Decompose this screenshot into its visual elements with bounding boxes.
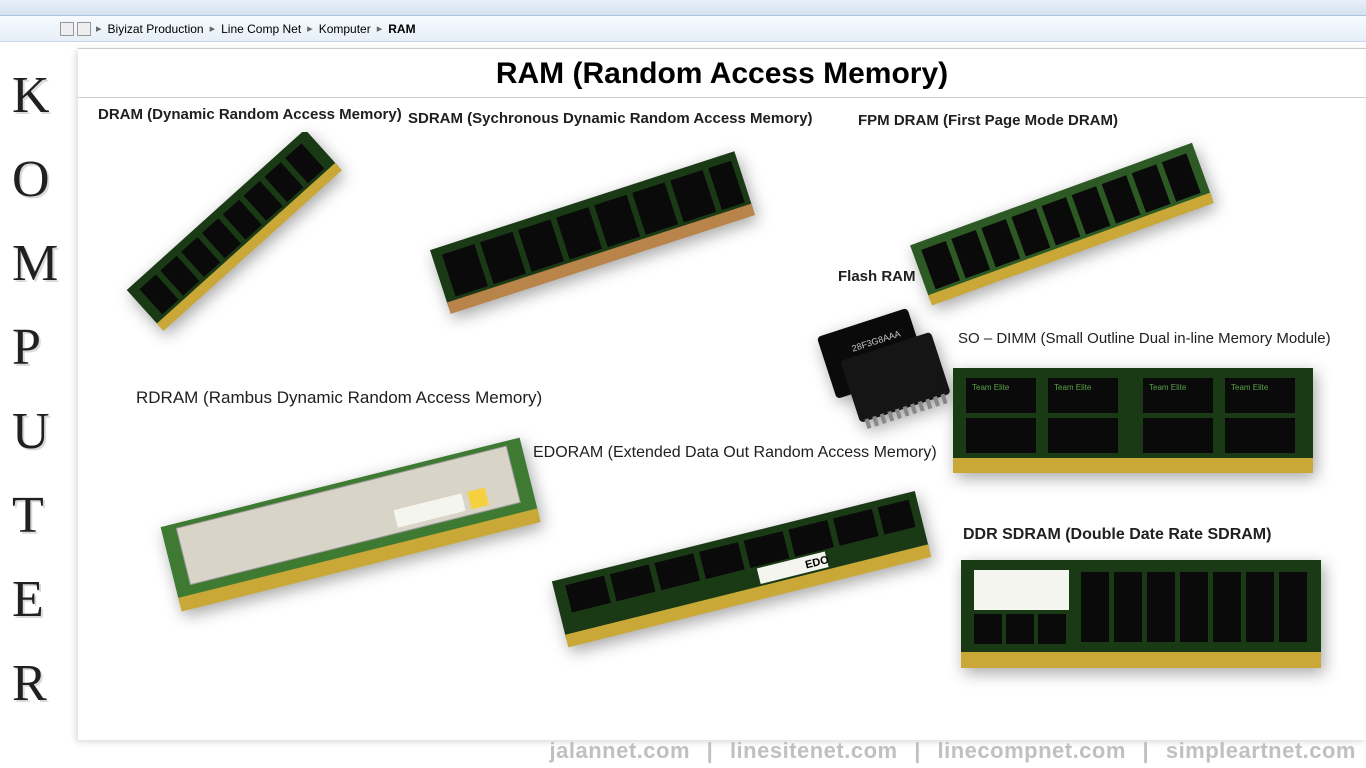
breadcrumb-item[interactable]: Line Comp Net xyxy=(217,22,305,36)
stripe-letter: P xyxy=(12,322,74,374)
stripe-letter: T xyxy=(12,490,74,542)
left-title-stripe: K O M P U T E R xyxy=(0,42,74,738)
svg-text:Team Elite: Team Elite xyxy=(1231,383,1269,392)
chevron-right-icon: ▸ xyxy=(375,22,385,35)
sodimm-module-icon: Team Elite Team Elite Team Elite Team Elite xyxy=(948,358,1318,488)
nav-back-button[interactable] xyxy=(60,22,74,36)
rdram-module-icon xyxy=(156,426,546,626)
chevron-right-icon: ▸ xyxy=(94,22,104,35)
stripe-letter: U xyxy=(12,406,74,458)
pipe-icon: | xyxy=(697,738,724,763)
window-chrome xyxy=(0,0,1366,16)
sodimm-label: SO – DIMM (Small Outline Dual in-line Me… xyxy=(958,330,1331,347)
stripe-letter: M xyxy=(12,238,74,290)
chevron-right-icon: ▸ xyxy=(208,22,218,35)
footer-site: linesitenet.com xyxy=(730,738,898,763)
svg-text:Team Elite: Team Elite xyxy=(1149,383,1187,392)
stripe-letter: O xyxy=(12,154,74,206)
flash-label: Flash RAM xyxy=(838,268,916,285)
rdram-label: RDRAM (Rambus Dynamic Random Access Memo… xyxy=(136,388,542,408)
breadcrumb-item[interactable]: Komputer xyxy=(315,22,375,36)
ddr-module-icon xyxy=(956,552,1326,682)
footer-site: jalannet.com xyxy=(550,738,690,763)
fpm-module-icon xyxy=(908,142,1218,312)
nav-fwd-button[interactable] xyxy=(77,22,91,36)
flash-module-icon: 28F3G8AAA xyxy=(798,293,968,433)
page-title: RAM (Random Access Memory) xyxy=(78,49,1366,98)
diagram-area: DRAM (Dynamic Random Access Memory) SDRA… xyxy=(78,98,1366,737)
breadcrumb-item[interactable]: Biyizat Production xyxy=(104,22,208,36)
footer-site: linecompnet.com xyxy=(938,738,1126,763)
svg-text:Team Elite: Team Elite xyxy=(972,383,1010,392)
ddr-label: DDR SDRAM (Double Date Rate SDRAM) xyxy=(963,526,1271,544)
dram-label: DRAM (Dynamic Random Access Memory) xyxy=(98,106,402,123)
breadcrumb-item-current: RAM xyxy=(384,22,419,36)
sdram-label: SDRAM (Sychronous Dynamic Random Access … xyxy=(408,110,813,127)
sdram-module-icon xyxy=(428,144,758,324)
footer-watermark: jalannet.com | linesitenet.com | linecom… xyxy=(550,738,1356,764)
stripe-letter: R xyxy=(12,658,74,710)
edoram-label: EDORAM (Extended Data Out Random Access … xyxy=(533,444,937,462)
edoram-module-icon: EDO xyxy=(548,480,938,670)
stripe-letter: K xyxy=(12,70,74,122)
stripe-letter: E xyxy=(12,574,74,626)
pipe-icon: | xyxy=(1133,738,1160,763)
svg-text:Team Elite: Team Elite xyxy=(1054,383,1092,392)
fpm-label: FPM DRAM (First Page Mode DRAM) xyxy=(858,112,1118,129)
footer-site: simpleartnet.com xyxy=(1166,738,1356,763)
main-content-card: RAM (Random Access Memory) DRAM (Dynamic… xyxy=(78,48,1366,740)
chevron-right-icon: ▸ xyxy=(305,22,315,35)
breadcrumb: ▸ Biyizat Production ▸ Line Comp Net ▸ K… xyxy=(0,16,1366,42)
dram-module-icon xyxy=(106,132,366,332)
pipe-icon: | xyxy=(904,738,931,763)
